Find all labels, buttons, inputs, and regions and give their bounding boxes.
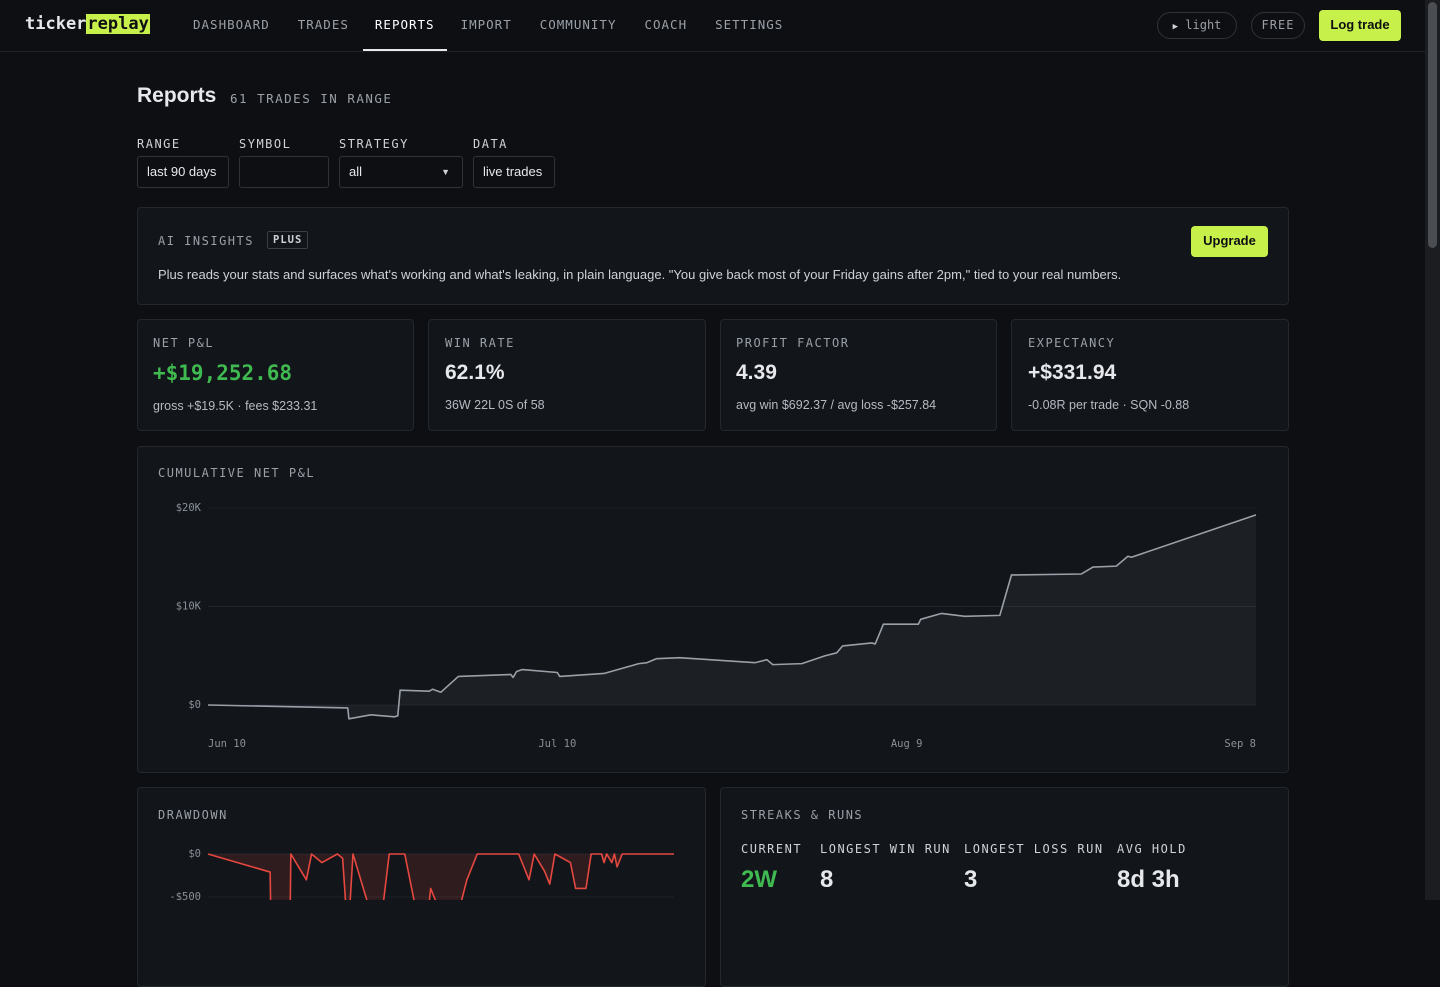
- filter-label: SYMBOL: [239, 137, 292, 151]
- streaks-title: STREAKS & RUNS: [741, 808, 864, 822]
- stat-label: WIN RATE: [445, 336, 515, 350]
- streak-label: AVG HOLD: [1117, 842, 1187, 856]
- filter-label: RANGE: [137, 137, 181, 151]
- page-title: Reports: [137, 84, 217, 107]
- nav-item[interactable]: COACH: [644, 17, 688, 32]
- stat-label: PROFIT FACTOR: [736, 336, 850, 350]
- nav-item[interactable]: REPORTS: [362, 0, 447, 51]
- streak-label: LONGEST WIN RUN: [820, 842, 951, 856]
- stat-card: [720, 319, 997, 431]
- nav-item[interactable]: COMMUNITY: [539, 17, 617, 32]
- stat-detail: gross +$19.5K · fees $233.31: [153, 399, 318, 413]
- streak-value: 2W: [741, 866, 777, 893]
- chart-title: CUMULATIVE NET P&L: [158, 466, 316, 480]
- stat-detail: avg win $692.37 / avg loss -$257.84: [736, 398, 937, 412]
- filter-label: DATA: [473, 137, 508, 151]
- stat-detail: 36W 22L 0S of 58: [445, 398, 545, 412]
- nav-item[interactable]: IMPORT: [460, 17, 512, 32]
- logo[interactable]: tickerreplay: [25, 14, 150, 34]
- plus-badge: PLUS: [267, 231, 309, 249]
- stat-value: +$19,252.68: [153, 361, 293, 385]
- streak-label: CURRENT: [741, 842, 803, 856]
- nav-item[interactable]: TRADES: [297, 17, 349, 32]
- streak-value: 8d 3h: [1117, 866, 1180, 893]
- nav-item[interactable]: DASHBOARD: [193, 17, 270, 32]
- nav-items: DASHBOARD TRADES REPORTS IMPORT COMMUNIT…: [193, 0, 797, 51]
- plan-badge: FREE: [1251, 12, 1305, 39]
- insights-text: Plus reads your stats and surfaces what'…: [158, 267, 1122, 282]
- symbol-input[interactable]: [239, 156, 329, 188]
- page-subtitle: 61 TRADES IN RANGE: [230, 91, 393, 106]
- strategy-select[interactable]: all ▼: [339, 156, 463, 188]
- log-trade-button[interactable]: Log trade: [1319, 10, 1401, 41]
- data-select[interactable]: live trades: [473, 156, 555, 188]
- scrollbar-thumb: [1428, 2, 1437, 248]
- upgrade-button[interactable]: Upgrade: [1191, 226, 1268, 257]
- stat-value: +$331.94: [1028, 361, 1117, 384]
- streak-value: 3: [964, 866, 978, 893]
- insights-title: AI INSIGHTS: [158, 234, 254, 248]
- stat-label: NET P&L: [153, 336, 215, 350]
- insights-card: [137, 207, 1289, 305]
- top-nav: [0, 0, 1425, 52]
- select-value: last 90 days: [147, 164, 217, 179]
- logo-text: ticker: [25, 14, 87, 34]
- logo-highlight: replay: [86, 14, 150, 34]
- nav-item[interactable]: SETTINGS: [715, 17, 784, 32]
- stat-card: [428, 319, 706, 431]
- stat-card: [137, 319, 414, 431]
- streak-value: 8: [820, 866, 834, 893]
- theme-label: light: [1185, 18, 1222, 32]
- chart-title: DRAWDOWN: [158, 808, 228, 822]
- filter-label: STRATEGY: [339, 137, 409, 151]
- range-select[interactable]: last 90 days: [137, 156, 229, 188]
- stat-label: EXPECTANCY: [1028, 336, 1116, 350]
- stat-card: [1011, 319, 1289, 431]
- stat-value: 4.39: [736, 361, 777, 384]
- streak-label: LONGEST LOSS RUN: [964, 842, 1104, 856]
- stat-detail: -0.08R per trade · SQN -0.88: [1028, 398, 1190, 412]
- select-value: all: [349, 164, 363, 179]
- theme-toggle[interactable]: ▶ light: [1157, 12, 1237, 39]
- select-value: live trades: [483, 164, 543, 179]
- stat-value: 62.1%: [445, 361, 505, 384]
- cumulative-card: [137, 446, 1289, 773]
